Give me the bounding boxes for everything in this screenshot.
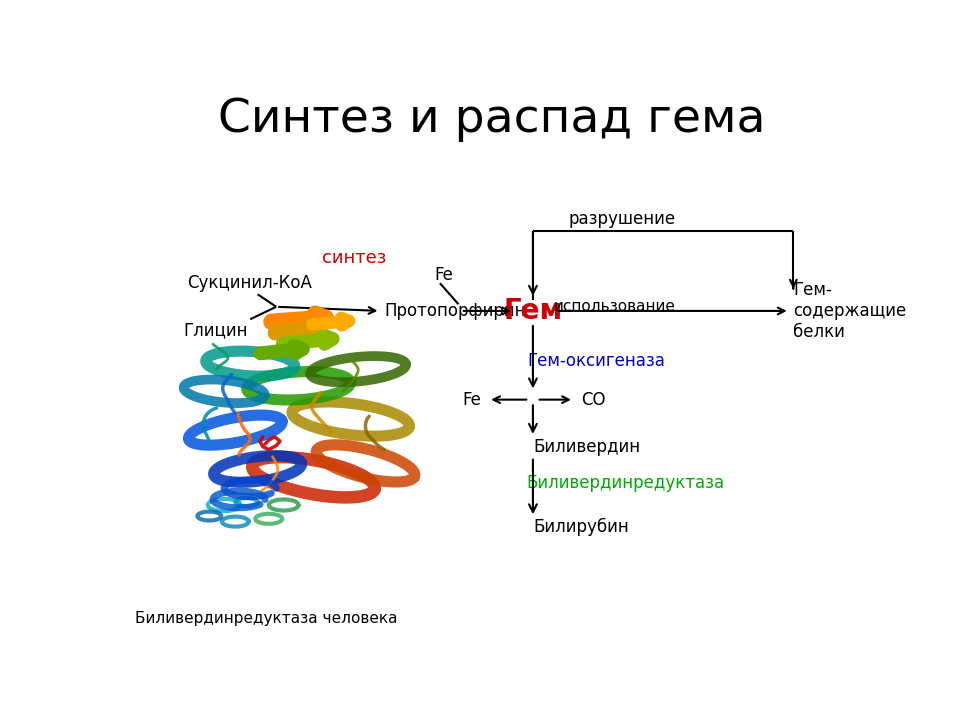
Text: разрушение: разрушение (568, 210, 676, 228)
Text: Глицин: Глицин (183, 321, 248, 339)
Text: Fe: Fe (462, 391, 481, 409)
Text: Протопорфирин: Протопорфирин (384, 302, 526, 320)
Text: Гем-оксигеназа: Гем-оксигеназа (527, 352, 665, 370)
Text: Биливердинредуктаза человека: Биливердинредуктаза человека (134, 611, 397, 626)
Text: Билирубин: Билирубин (533, 518, 629, 536)
Text: использование: использование (554, 299, 676, 314)
Text: Биливердинредуктаза: Биливердинредуктаза (527, 474, 725, 492)
Text: Синтез и распад гема: Синтез и распад гема (218, 97, 766, 142)
Text: Гем-
содержащие
белки: Гем- содержащие белки (793, 281, 906, 341)
Text: Сукцинил-КоА: Сукцинил-КоА (187, 274, 312, 292)
Text: Fe: Fe (434, 266, 453, 284)
Text: CO: CO (581, 391, 606, 409)
Text: Гем: Гем (503, 297, 563, 325)
Text: Биливердин: Биливердин (533, 438, 640, 456)
Text: синтез: синтез (323, 249, 387, 267)
